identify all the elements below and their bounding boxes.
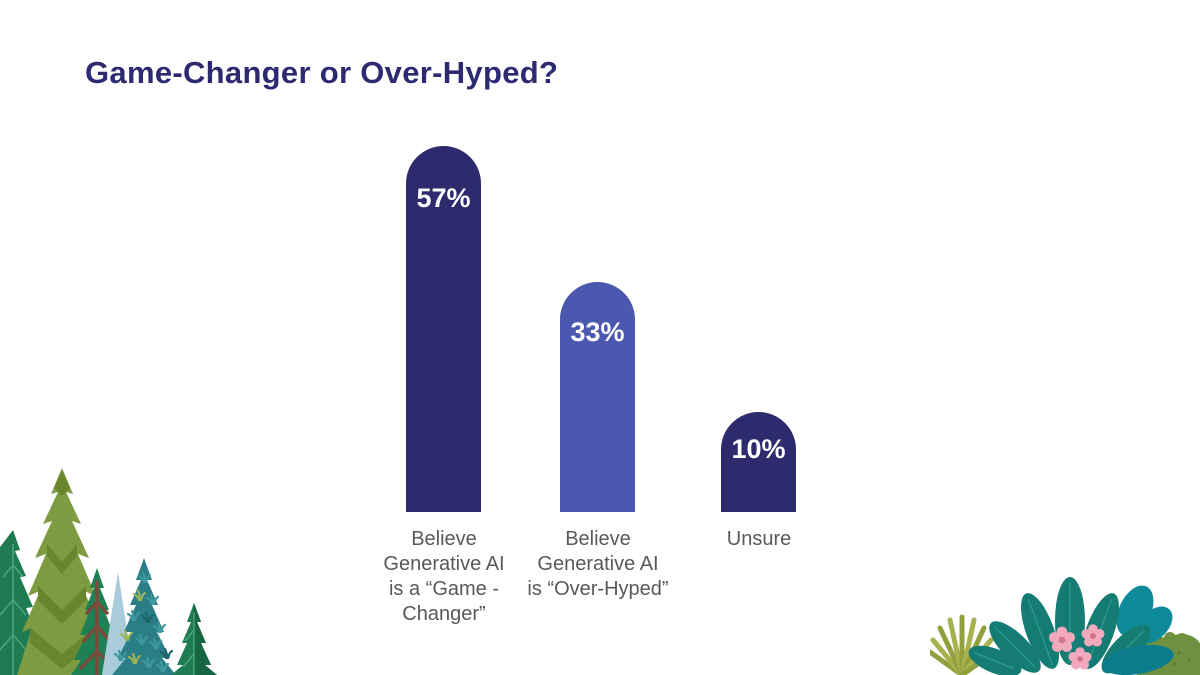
bar-believe-game-changer: 57% (406, 146, 481, 512)
value-label-game-changer: 57% (416, 183, 471, 213)
evergreen-trees-illustration (0, 460, 235, 675)
trees-svg (0, 468, 217, 675)
plants-svg (930, 577, 1200, 675)
droopy-leaf (1102, 644, 1174, 675)
tropical-plants-flowers-illustration (930, 563, 1200, 675)
tree-dark-right (171, 603, 217, 675)
tree-teal-textured (112, 558, 176, 675)
category-label-over-hyped: Believe Generative AI is “Over-Hyped” (527, 528, 669, 600)
tree-olive-tall (17, 468, 107, 675)
category-label-unsure: Unsure (726, 528, 792, 550)
pink-flowers (1049, 624, 1105, 670)
bar-unsure: 10% (721, 412, 796, 512)
value-label-unsure: 10% (731, 434, 786, 464)
page-title: Game-Changer or Over-Hyped? (85, 55, 559, 90)
category-label-game-changer: Believe Generative AI is a “Game - Chang… (383, 528, 505, 625)
value-label-over-hyped: 33% (570, 317, 625, 347)
bar-believe-over-hyped: 33% (560, 282, 635, 512)
